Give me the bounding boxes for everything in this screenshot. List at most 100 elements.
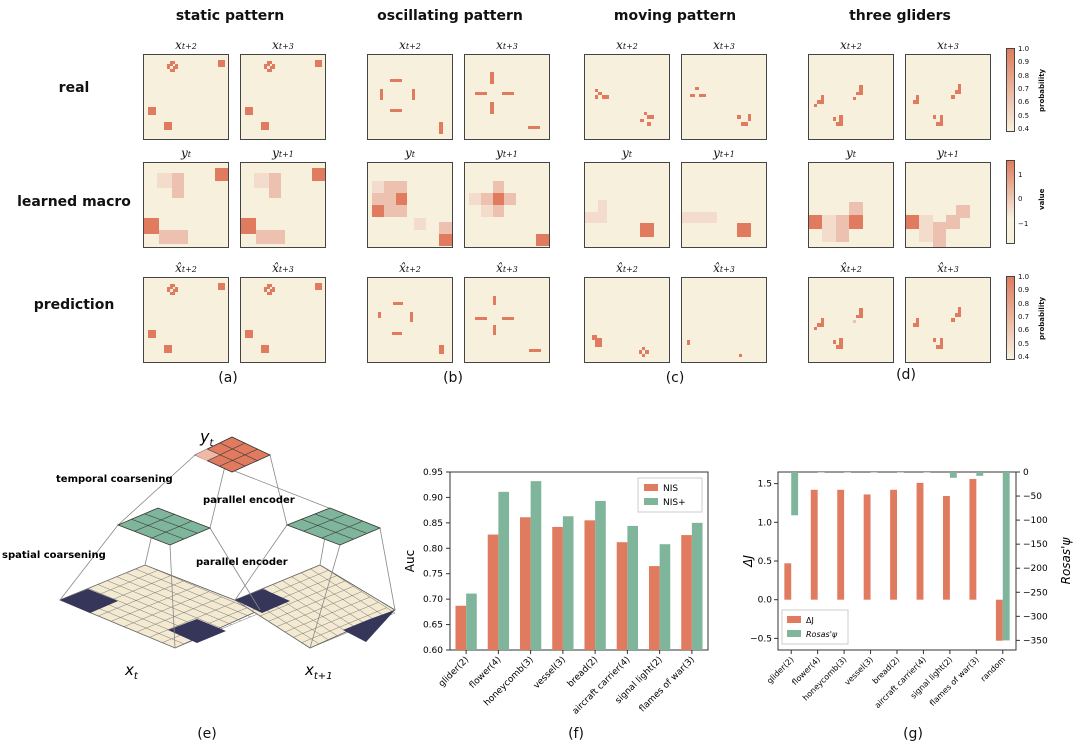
bar-NIS+-4 [595,500,606,650]
bar-deltaJ-4 [890,489,897,600]
legend-label: Rosas'ψ [806,630,838,639]
colorbar-tick: 0.8 [1018,71,1030,80]
y-axis-label: Auc [403,550,417,572]
colorbar-tick: 0.6 [1018,98,1030,107]
bar-deltaJ-2 [837,489,845,600]
colorbar-tick: 0.5 [1018,339,1030,348]
panel-label-real-4: xt+2 [616,38,638,52]
colorbar-tick: 0.5 [1018,111,1030,120]
legend: ΔJ Rosas'ψ [781,609,849,645]
colorbar-tick: 0.4 [1018,353,1030,361]
grid-panel-macro-2 [367,162,453,248]
panel-label-real-5: xt+3 [713,38,735,52]
diagram-xt1-label: xt+1 [304,661,333,682]
bar-deltaJ-1 [810,489,818,600]
bar-NIS-3 [552,526,563,650]
bar-deltaJ-8 [995,599,1003,641]
panel-label-pred-3: x̂t+3 [496,261,518,275]
legend-label: NIS [663,484,678,494]
panel-label-real-2: xt+2 [399,38,421,52]
bar-NIS-7 [681,535,692,650]
grid-panel-real-3 [464,54,550,140]
grid-panel-pred-6 [808,277,894,363]
panel-label-pred-7: x̂t+3 [937,261,959,275]
colorbar-tick: 0.8 [1018,299,1030,308]
label-d: (d) [896,367,916,383]
y2-tick-label: −200 [1023,564,1048,574]
bar-rosas-4 [897,472,904,473]
panel-label-real-7: xt+3 [937,38,959,52]
panel-label-macro-4: yt [622,146,632,160]
y-tick-label: 1.5 [758,480,772,490]
panel-label-real-6: xt+2 [840,38,862,52]
panel-label-macro-7: yt+1 [937,146,959,160]
y-tick-label: 1.0 [758,518,773,528]
grid-panel-pred-5 [681,277,767,363]
colorbar-probability-top [1006,48,1015,132]
y-tick-label: 0.80 [423,544,443,554]
colorbar-tick: 0.4 [1018,125,1030,133]
x-tick-label: flames of war(3) [928,655,981,708]
panel-label-macro-2: yt [405,146,415,160]
y2-tick-label: −50 [1023,492,1042,502]
bar-NIS-5 [616,542,628,650]
bar-NIS+-3 [562,516,574,650]
bar-rosas-7 [976,472,984,476]
row-title-macro: learned macro [17,194,131,210]
grid-panel-real-0 [143,54,229,140]
colorbar-tick: 0.7 [1018,313,1030,321]
y-axis-label: ΔJ [741,555,755,568]
label-temporal-coarsening: temporal coarsening [56,474,173,485]
grid-panel-macro-7 [905,162,991,248]
grid-panel-pred-1 [240,277,326,363]
bar-deltaJ-5 [916,482,924,600]
y2-axis-label: Rosas'ψ [1059,537,1073,585]
col-title-moving: moving pattern [613,8,737,24]
y-tick-label: 0.75 [423,570,443,580]
panel-label-macro-3: yt+1 [496,146,518,160]
grid-panel-macro-5 [681,162,767,248]
panel-label-pred-1: x̂t+3 [272,261,294,275]
col-title-static: static pattern [175,8,285,24]
x-tick-label: vessel(3) [532,655,568,691]
grid-panel-real-6 [808,54,894,140]
grid-panel-real-2 [367,54,453,140]
diagram-y-label: yt [199,427,214,449]
row-title-prediction: prediction [33,297,115,313]
legend: NIS NIS+ [637,477,703,513]
bar-NIS+-5 [627,525,639,650]
bar-deltaJ-0 [784,563,792,600]
colorbar-tick: 0.9 [1018,58,1030,67]
legend-swatch [787,630,801,637]
panel-label-pred-0: x̂t+2 [175,261,197,275]
chart-delta-j: −0.5 0.0 0.5 1.0 1.5 0 −50 −100 −150 −200 −250 −300… [741,468,1073,710]
y-tick-label: −0.5 [750,634,772,644]
panel-label-real-3: xt+3 [496,38,518,52]
base-plane-right [234,564,396,649]
x-tick-label: glider(2) [437,655,471,689]
y-tick-label: 0.90 [423,493,443,503]
legend-swatch [644,484,658,491]
colorbar-tick: 1 [1018,171,1023,179]
colorbar-tick: 0 [1018,195,1023,203]
x-tick-label: random [979,655,1007,683]
x-tick-label: flames of war(3) [638,655,697,714]
label-f: (f) [568,726,584,742]
legend-label: ΔJ [806,616,814,625]
colorbar-tick: 1.0 [1018,45,1030,53]
label-b: (b) [443,370,463,386]
bar-rosas-5 [923,472,931,473]
mid-plane-right [285,507,382,546]
row-title-real: real [58,80,90,96]
colorbar-tick: −1 [1018,220,1029,228]
bar-rosas-0 [791,472,799,516]
legend-label: NIS+ [663,498,686,508]
grid-panel-macro-6 [808,162,894,248]
grid-panel-pred-3 [464,277,550,363]
y2-tick-label: −100 [1023,516,1048,526]
label-c: (c) [665,370,685,386]
y-tick-label: 0.70 [423,595,443,605]
bar-NIS+-6 [659,544,671,650]
grid-panel-macro-0 [143,162,229,248]
bar-deltaJ-3 [863,494,871,600]
